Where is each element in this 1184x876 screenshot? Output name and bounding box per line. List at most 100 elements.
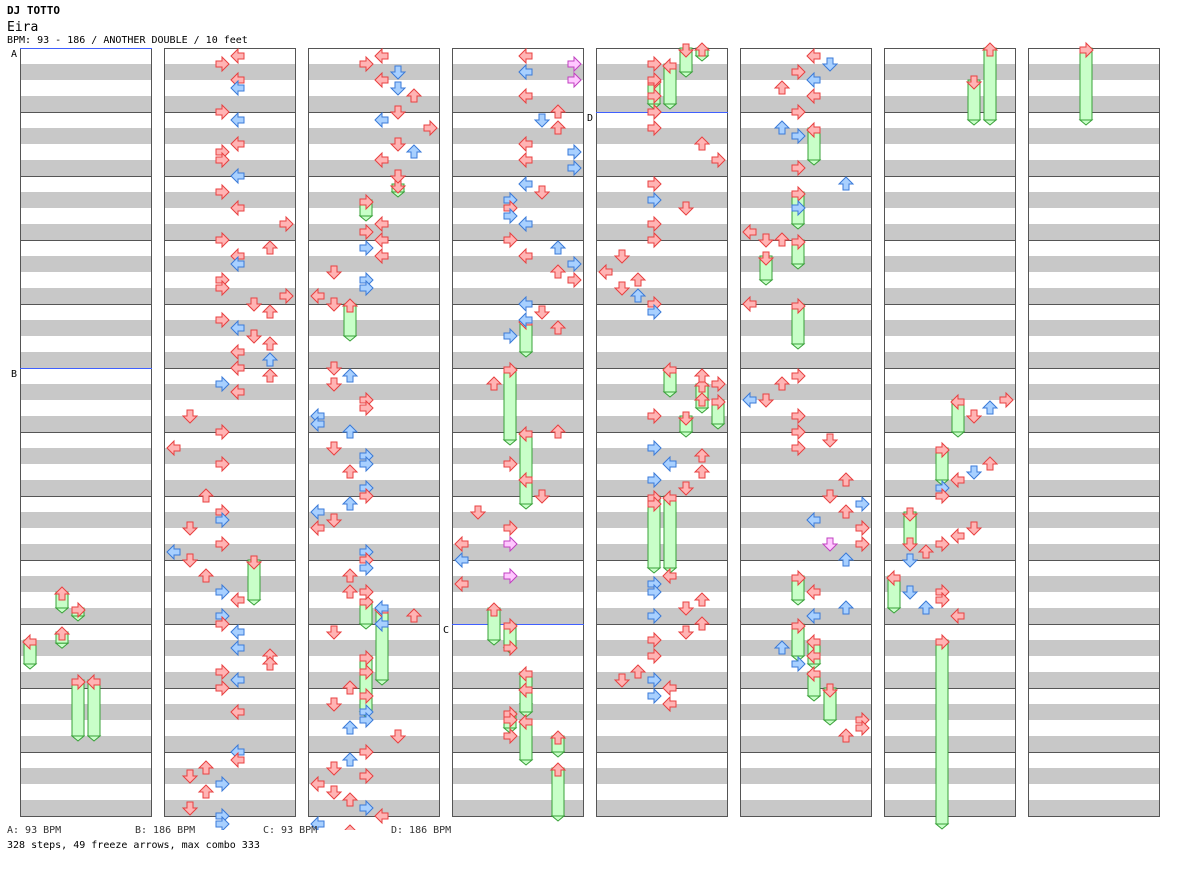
beat-stripe — [884, 192, 1016, 208]
step-arrow — [230, 167, 245, 185]
step-arrow — [549, 104, 567, 119]
beat-stripe — [740, 224, 872, 240]
step-arrow — [806, 511, 821, 529]
beat-stripe — [308, 352, 440, 368]
step-arrow — [791, 439, 806, 457]
beat-stripe — [164, 224, 296, 240]
beat-stripe — [20, 96, 152, 112]
chart-column — [740, 48, 872, 817]
section-marker: A — [11, 49, 17, 60]
step-arrow — [230, 751, 245, 769]
step-arrow — [454, 535, 469, 553]
step-arrow — [215, 183, 230, 201]
step-arrow — [647, 439, 662, 457]
step-arrow — [549, 320, 567, 335]
step-arrow — [325, 441, 343, 456]
step-arrow — [310, 519, 325, 537]
beat-stripe — [308, 96, 440, 112]
step-arrow — [791, 367, 806, 385]
beat-stripe — [884, 800, 1016, 816]
freeze-head — [711, 393, 726, 411]
freeze-tail — [678, 431, 694, 438]
step-arrow — [359, 583, 374, 601]
step-arrow — [374, 231, 389, 249]
beat-stripe — [596, 704, 728, 720]
beat-stripe — [740, 736, 872, 752]
step-arrow — [791, 103, 806, 121]
step-arrow — [215, 615, 230, 633]
step-arrow — [279, 287, 294, 305]
beat-stripe — [452, 736, 584, 752]
beat-stripe — [20, 512, 152, 528]
chart-column — [164, 48, 296, 817]
step-arrow — [359, 743, 374, 761]
beat-stripe — [20, 704, 152, 720]
freeze-tail — [710, 423, 726, 430]
step-arrow — [197, 488, 215, 503]
step-arrow — [711, 151, 726, 169]
freeze-tail — [646, 567, 662, 574]
freeze-head — [981, 42, 999, 57]
step-arrow — [389, 729, 407, 744]
beat-stripe — [308, 512, 440, 528]
step-arrow — [389, 169, 407, 184]
step-arrow — [647, 103, 662, 121]
beat-stripe — [164, 128, 296, 144]
freeze-head — [693, 42, 711, 57]
step-arrow — [454, 551, 469, 569]
freeze-tail — [342, 335, 358, 342]
step-arrow — [325, 697, 343, 712]
step-arrow — [662, 567, 677, 585]
step-arrow — [325, 361, 343, 376]
step-arrow — [503, 639, 518, 657]
beat-stripe — [452, 672, 584, 688]
freeze-tail — [550, 751, 566, 758]
beat-stripe — [308, 160, 440, 176]
step-arrow — [197, 784, 215, 799]
beat-stripe — [596, 800, 728, 816]
beat-stripe — [164, 352, 296, 368]
step-arrow — [518, 247, 533, 265]
step-arrow — [549, 240, 567, 255]
step-arrow — [261, 352, 279, 367]
beat-stripe — [164, 416, 296, 432]
step-arrow — [485, 376, 503, 391]
step-arrow — [647, 647, 662, 665]
step-arrow — [197, 760, 215, 775]
freeze-tail — [662, 391, 678, 398]
step-arrow — [518, 135, 533, 153]
beat-stripe — [452, 800, 584, 816]
step-arrow — [310, 775, 325, 793]
step-arrow — [245, 329, 263, 344]
step-arrow — [230, 359, 245, 377]
beat-stripe — [596, 320, 728, 336]
beat-stripe — [164, 736, 296, 752]
beat-stripe — [20, 64, 152, 80]
beat-stripe — [884, 224, 1016, 240]
freeze-tail — [758, 279, 774, 286]
step-arrow — [261, 336, 279, 351]
beat-stripe — [740, 96, 872, 112]
step-arrow — [647, 215, 662, 233]
freeze-tail — [790, 263, 806, 270]
chart-column — [308, 48, 440, 817]
beat-stripe — [164, 704, 296, 720]
step-arrow — [647, 495, 662, 513]
step-arrow — [230, 591, 245, 609]
beat-stripe — [884, 352, 1016, 368]
beat-stripe — [308, 704, 440, 720]
step-arrow — [662, 679, 677, 697]
step-arrow — [181, 801, 199, 816]
step-arrow — [389, 65, 407, 80]
step-arrow — [935, 535, 950, 553]
step-arrow — [806, 607, 821, 625]
step-arrow — [791, 159, 806, 177]
step-arrow — [503, 327, 518, 345]
step-arrow — [647, 303, 662, 321]
beat-stripe — [452, 352, 584, 368]
beat-stripe — [452, 512, 584, 528]
beat-stripe — [20, 768, 152, 784]
step-arrow — [647, 471, 662, 489]
freeze-head — [791, 569, 806, 587]
freeze-head — [677, 43, 695, 58]
